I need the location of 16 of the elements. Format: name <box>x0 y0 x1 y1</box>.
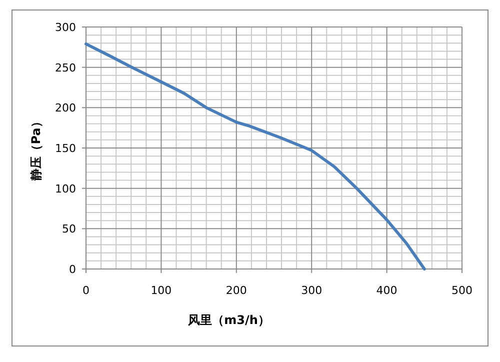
x-tick-label: 0 <box>82 284 90 297</box>
x-tick-label: 500 <box>452 284 472 297</box>
y-tick-label: 0 <box>69 263 76 276</box>
y-tick-label: 300 <box>55 21 76 34</box>
y-axis-title: 静压（Pa） <box>29 116 43 182</box>
x-tick-label: 300 <box>301 284 322 297</box>
y-tick-label: 200 <box>55 102 76 115</box>
y-tick-label: 100 <box>55 182 76 196</box>
x-tick-label: 100 <box>150 284 172 297</box>
y-tick-label: 50 <box>62 222 76 236</box>
line-series <box>84 42 426 270</box>
y-tick-label: 250 <box>55 61 76 74</box>
x-tick-label: 200 <box>226 284 247 297</box>
x-axis-title: 风里（m3/h） <box>187 313 270 327</box>
y-tick-label: 150 <box>55 142 76 155</box>
x-tick-label: 400 <box>376 284 398 297</box>
